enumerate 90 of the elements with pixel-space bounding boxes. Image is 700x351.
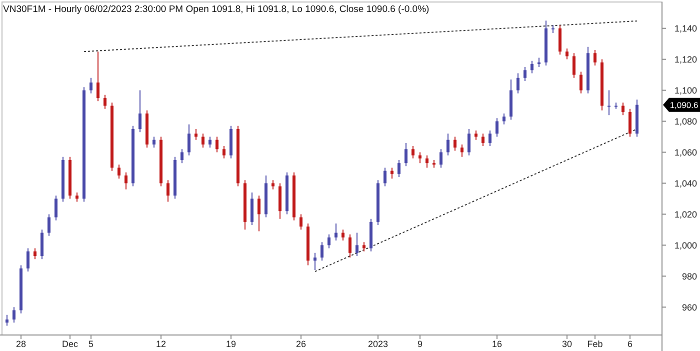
candlestick (558, 24, 562, 56)
y-tick-label: 1,080 (674, 116, 697, 126)
candlestick (454, 136, 456, 152)
x-tick-label: 5 (88, 339, 94, 349)
candlestick (362, 242, 366, 252)
candlestick (12, 306, 16, 324)
candlestick (502, 113, 506, 125)
candlestick (272, 180, 274, 190)
candlestick (258, 195, 260, 232)
x-tick-label: 19 (226, 339, 236, 349)
candlestick (166, 180, 170, 202)
x-tick-label: 26 (296, 339, 306, 349)
y-tick-label: 980 (682, 271, 697, 282)
candlestick (572, 52, 576, 78)
candlestick (26, 248, 30, 272)
candlestick (516, 72, 520, 94)
candlestick (300, 214, 302, 230)
candlestick (440, 148, 442, 168)
candlestick (628, 108, 632, 138)
candlestick (76, 192, 78, 202)
candlestick (356, 232, 358, 257)
line-series (84, 20, 638, 52)
y-tick-label: 960 (682, 302, 697, 312)
candlestick (328, 234, 330, 249)
y-tick-label: 1,020 (674, 209, 697, 220)
candlestick (138, 90, 142, 133)
candlestick (622, 102, 624, 116)
candlestick (404, 142, 408, 167)
candlestick (580, 71, 582, 94)
candlestick (180, 148, 184, 164)
y-tick-label: 1,100 (674, 85, 697, 96)
x-tick-label: 30 (562, 339, 572, 349)
chart-title: VN30F1M - Hourly 06/02/2023 2:30:00 PM Open 1091.8, Hi 1091.8, Lo 1090.6, Close 1090.6 (-0.0%) (3, 4, 430, 15)
candlestick (118, 164, 120, 180)
candlestick (418, 152, 422, 164)
candlestick (202, 133, 204, 148)
candlestick (124, 172, 128, 190)
candlestick (222, 146, 226, 159)
y-tick-label: 1,140 (674, 23, 697, 34)
x-tick-label: 9 (417, 339, 423, 349)
candlestick (468, 128, 470, 156)
candlestick (594, 50, 596, 66)
candlestick (208, 136, 212, 148)
x-tick-label: Feb (587, 339, 603, 349)
candlestick (90, 77, 92, 94)
candlestick (334, 222, 338, 242)
candlestick (104, 94, 106, 110)
candlestick (446, 133, 450, 156)
y-tick-label: 1,060 (674, 147, 697, 158)
x-tick-label: 2023 (368, 339, 388, 349)
candlestick (524, 66, 526, 82)
candlestick (216, 136, 218, 153)
candlestick (48, 214, 50, 236)
candlestick (96, 51, 100, 102)
y-tick-label: 1,040 (674, 178, 697, 188)
candlestick (566, 48, 568, 60)
text: 1,090.6 (670, 100, 698, 110)
candlestick (320, 242, 324, 262)
candlestick (398, 159, 400, 178)
candlestick (608, 90, 610, 116)
candlestick (194, 128, 198, 140)
candlestick (6, 314, 8, 326)
candlestick (474, 130, 478, 140)
candlestick (412, 146, 414, 159)
x-tick-label: 6 (627, 339, 633, 349)
candlestick (34, 248, 36, 260)
candlestick (488, 130, 492, 147)
candlestick (342, 229, 344, 242)
x-tick-label: 16 (492, 339, 502, 349)
candlestick (482, 133, 484, 147)
candlestick (188, 124, 190, 156)
candlestick (538, 57, 540, 68)
x-tick-label: 28 (16, 339, 26, 349)
candlestick (152, 136, 156, 148)
candlestick (496, 118, 498, 138)
candlestick (384, 167, 386, 187)
candlestick (54, 195, 58, 221)
candlestick (348, 234, 352, 258)
candlestick (530, 60, 534, 74)
candlestick (390, 167, 394, 180)
x-tick-label: Dec (62, 339, 78, 349)
candlestick (250, 192, 254, 226)
candlestick (40, 229, 44, 260)
y-tick-label: 1,120 (674, 54, 697, 64)
y-tick-label: 1,000 (674, 240, 697, 250)
candlestick (426, 154, 428, 168)
x-tick-label: 12 (156, 339, 166, 349)
candlestick (460, 144, 464, 158)
candlestick (552, 24, 554, 34)
candlestick (314, 252, 316, 270)
